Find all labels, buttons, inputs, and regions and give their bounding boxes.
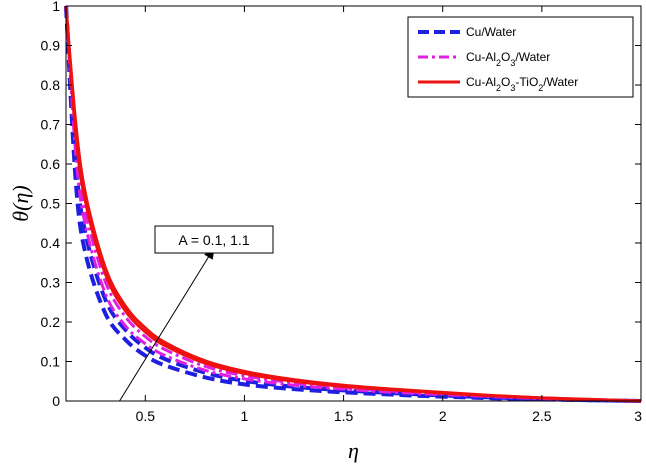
x-tick-label: 1.5 — [334, 408, 354, 424]
y-tick-label: 0.3 — [41, 275, 61, 291]
x-tick-label: 2.5 — [532, 408, 552, 424]
y-tick-label: 0.8 — [41, 77, 61, 93]
y-tick-label: 0.7 — [41, 117, 61, 133]
annotation: A = 0.1, 1.1 — [119, 225, 274, 402]
annotation-arrow — [119, 246, 216, 402]
series-line-6 — [64, 5, 642, 403]
y-tick-label: 0.5 — [41, 196, 61, 212]
x-tick-label: 1 — [241, 408, 249, 424]
x-axis: 0.5 1 1.5 2 2.5 3 — [136, 6, 642, 424]
x-axis-title: η — [348, 438, 359, 463]
legend-label-2: Cu-Al2O3/Water — [466, 50, 550, 68]
y-axis-title: θ(η) — [8, 185, 33, 221]
x-tick-label: 0.5 — [136, 408, 156, 424]
y-axis: 0 0.1 0.2 0.3 0.4 0.5 0.6 0.7 0.8 0.9 1 — [41, 0, 641, 409]
annotation-label: A = 0.1, 1.1 — [178, 232, 249, 248]
annotation-box — [154, 225, 274, 254]
curves-group — [64, 5, 642, 403]
y-tick-label: 0.9 — [41, 38, 61, 54]
legend-label-3: Cu-Al2O3-TiO2/Water — [466, 75, 578, 93]
y-tick-label: 0.1 — [41, 354, 61, 370]
y-tick-label: 0.4 — [41, 235, 61, 251]
x-tick-label: 3 — [634, 408, 642, 424]
y-tick-label: 1 — [52, 0, 60, 14]
x-tick-label: 2 — [439, 408, 447, 424]
y-tick-label: 0.6 — [41, 156, 61, 172]
legend: Cu/Water Cu-Al2O3/Water Cu-Al2O3-TiO2/Wate… — [407, 16, 634, 98]
legend-label-1: Cu/Water — [466, 25, 516, 39]
y-tick-label: 0.2 — [41, 314, 61, 330]
y-tick-label: 0 — [52, 393, 60, 409]
